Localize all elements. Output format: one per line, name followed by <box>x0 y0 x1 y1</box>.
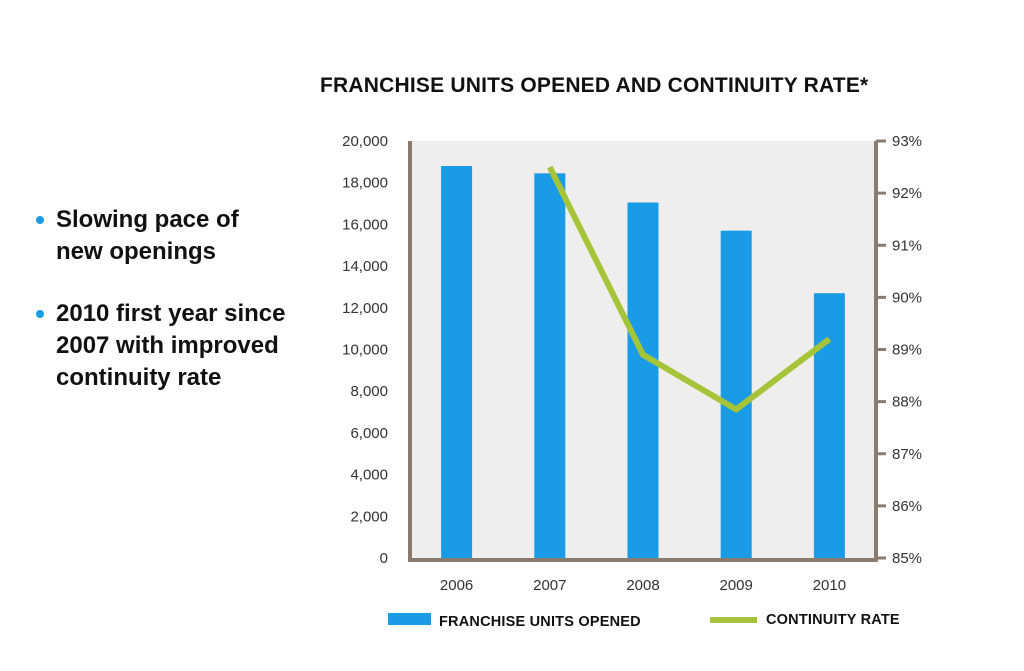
y-left-tick-label: 8,000 <box>350 383 388 400</box>
bullet-text: 2010 first year since 2007 with improved… <box>56 300 286 391</box>
y-right-tick-label: 85% <box>892 550 922 567</box>
x-tick-label: 2008 <box>626 577 659 594</box>
bullet-text: Slowing pace of new openings <box>56 206 239 265</box>
y-right-tick-label: 91% <box>892 237 922 254</box>
bullet-dot-icon <box>36 216 44 224</box>
y-left-tick-label: 0 <box>380 550 388 567</box>
y-right-tick-label: 93% <box>892 133 922 150</box>
bullet-item: 2010 first year since 2007 with improved… <box>36 298 286 394</box>
chart-title-text: FRANCHISE UNITS OPENED AND CONTINUITY RA… <box>320 74 869 97</box>
y-left-tick-label: 12,000 <box>342 300 388 317</box>
x-tick-label: 2006 <box>440 577 473 594</box>
bar <box>534 173 566 558</box>
y-left-tick-label: 6,000 <box>350 425 388 442</box>
legend-label: CONTINUITY RATE <box>766 612 900 628</box>
y-right-tick-label: 92% <box>892 185 922 202</box>
x-tick-label: 2007 <box>533 577 566 594</box>
legend-bar-swatch <box>388 613 431 625</box>
y-left-tick-label: 4,000 <box>350 467 388 484</box>
bar <box>441 166 473 558</box>
y-left-tick-label: 2,000 <box>350 508 388 525</box>
y-right-tick-label: 89% <box>892 342 922 359</box>
x-tick-label: 2009 <box>720 577 753 594</box>
y-right-tick-label: 87% <box>892 446 922 463</box>
y-right-tick-label: 90% <box>892 289 922 306</box>
y-left-tick-label: 14,000 <box>342 258 388 275</box>
bullet-item: Slowing pace of new openings <box>36 204 286 268</box>
x-tick-label: 2010 <box>813 577 846 594</box>
bullet-dot-icon <box>36 310 44 318</box>
continuity-rate-line <box>547 165 832 414</box>
y-right-tick-label: 88% <box>892 394 922 411</box>
bullet-list: Slowing pace of new openings 2010 first … <box>36 204 286 424</box>
y-left-tick-label: 20,000 <box>342 133 388 150</box>
y-left-tick-label: 10,000 <box>342 342 388 359</box>
bar <box>627 202 659 558</box>
y-right-tick-label: 86% <box>892 498 922 515</box>
bar <box>813 293 845 558</box>
y-left-tick-label: 16,000 <box>342 216 388 233</box>
legend-label: FRANCHISE UNITS OPENED <box>439 614 641 630</box>
bar <box>720 230 752 558</box>
y-left-tick-label: 18,000 <box>342 175 388 192</box>
